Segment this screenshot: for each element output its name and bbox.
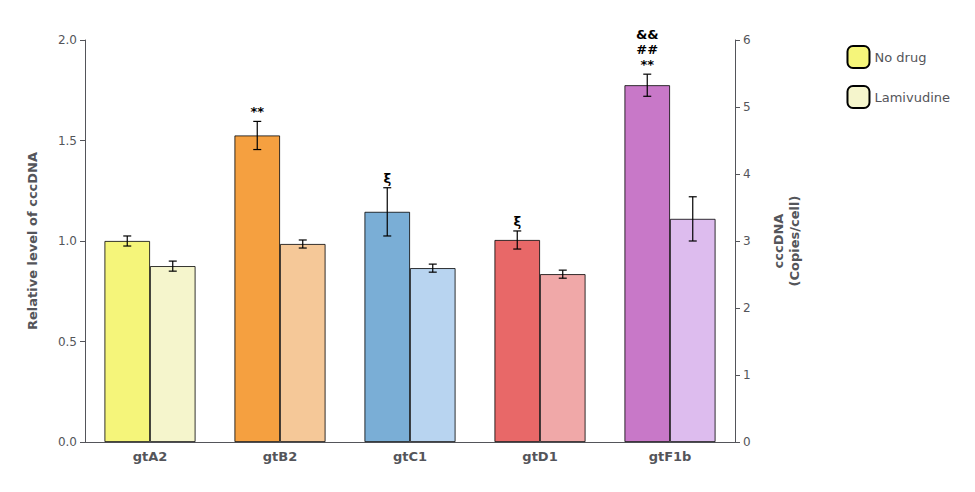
svg-text:5: 5 — [743, 100, 751, 114]
svg-text:gtD1: gtD1 — [522, 449, 557, 464]
svg-text:4: 4 — [743, 167, 751, 181]
svg-text:0: 0 — [743, 435, 751, 449]
svg-text:0.5: 0.5 — [58, 335, 77, 349]
svg-text:0.0: 0.0 — [58, 435, 77, 449]
svg-text:Lamivudine: Lamivudine — [874, 90, 950, 105]
svg-text:gtF1b: gtF1b — [649, 449, 692, 464]
svg-text:1.0: 1.0 — [58, 234, 77, 248]
svg-text:##: ## — [636, 42, 658, 57]
svg-text:cccDNA: cccDNA — [771, 214, 786, 269]
svg-text:ξ: ξ — [383, 171, 391, 186]
svg-text:gtB2: gtB2 — [263, 449, 297, 464]
svg-text:gtA2: gtA2 — [133, 449, 168, 464]
svg-text:2.0: 2.0 — [58, 33, 77, 47]
svg-text:Relative level of cccDNA: Relative level of cccDNA — [25, 152, 40, 330]
svg-text:**: ** — [250, 104, 264, 119]
svg-text:2: 2 — [743, 301, 751, 315]
svg-text:(Copies/cell): (Copies/cell) — [787, 196, 802, 287]
svg-text:ξ: ξ — [513, 214, 521, 229]
svg-text:1: 1 — [743, 368, 751, 382]
svg-text:3: 3 — [743, 234, 751, 248]
svg-text:**: ** — [640, 57, 654, 72]
svg-text:gtC1: gtC1 — [393, 449, 427, 464]
svg-text:1.5: 1.5 — [58, 134, 77, 148]
svg-text:No drug: No drug — [874, 50, 926, 65]
svg-text:6: 6 — [743, 33, 751, 47]
svg-text:&&: && — [636, 27, 659, 42]
